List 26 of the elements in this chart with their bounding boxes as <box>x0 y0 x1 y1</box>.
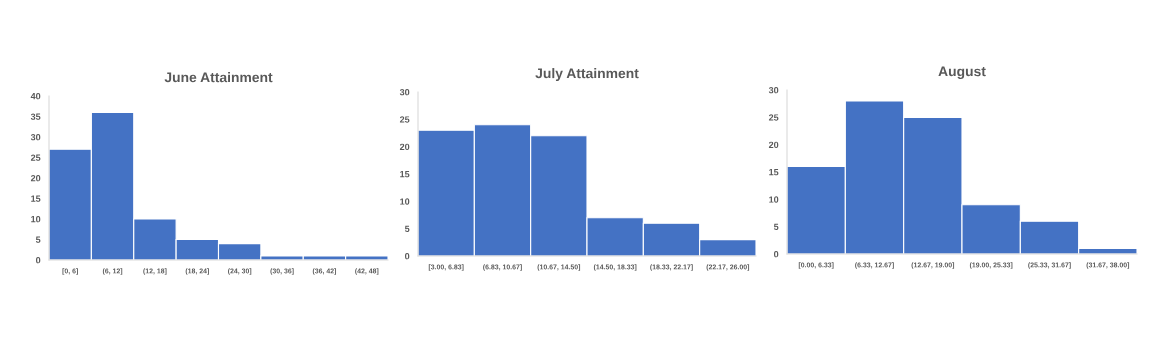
y-tick-label: 15 <box>31 195 41 202</box>
y-tick-label: 30 <box>30 133 41 141</box>
y-tick-label: 25 <box>399 116 410 123</box>
y-tick-label: 10 <box>31 215 41 223</box>
y-tick-label: 15 <box>769 169 779 176</box>
y-tick-label: 40 <box>30 92 41 100</box>
y-tick-label: 20 <box>30 174 41 182</box>
chart-title: July Attainment <box>535 68 639 81</box>
y-tick-label: 5 <box>773 223 779 231</box>
y-tick-label: 15 <box>400 171 410 178</box>
chart-title: August <box>938 66 986 80</box>
y-tick-label: 10 <box>400 198 410 205</box>
chart-title: June Attainment <box>164 72 273 83</box>
y-tick-label: 0 <box>405 252 410 260</box>
y-tick-label: 10 <box>769 196 779 203</box>
y-tick-label: 0 <box>36 256 41 264</box>
y-tick-label: 25 <box>768 114 779 121</box>
y-tick-label: 20 <box>399 143 410 151</box>
y-tick-label: 30 <box>399 88 410 96</box>
y-tick-label: 0 <box>774 250 779 258</box>
y-tick-label: 5 <box>35 236 41 243</box>
y-tick-label: 35 <box>30 113 41 120</box>
y-tick-label: 25 <box>30 154 41 161</box>
y-tick-label: 5 <box>404 225 410 233</box>
y-tick-label: 30 <box>768 86 779 94</box>
y-tick-label: 20 <box>768 141 779 149</box>
